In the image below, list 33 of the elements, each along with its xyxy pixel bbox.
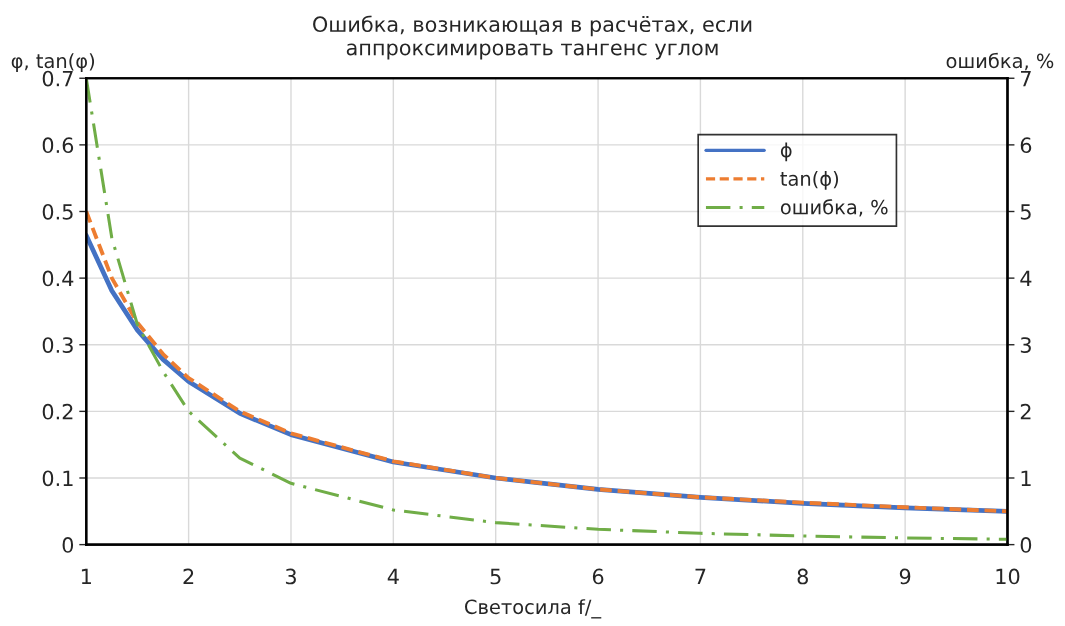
legend-label: ошибка, % (780, 199, 888, 217)
y-tick-label: 0.2 (42, 403, 73, 420)
y-tick-label: 0.3 (42, 337, 73, 353)
y2-tick-label: 1 (1021, 470, 1031, 486)
y2-tick-label: 0 (1020, 537, 1032, 553)
x-tick-label: 10 (996, 568, 1020, 585)
y2-tick-label: 2 (1020, 403, 1031, 420)
x-tick-label: 6 (592, 568, 604, 585)
y2-axis-title: ошибка, % (946, 52, 1054, 71)
x-tick-label: 9 (899, 568, 911, 585)
x-tick-label: 4 (387, 568, 399, 585)
chart-title: Ошибка, возникающая в расчётах, если аппроксимировать тангенс углом (313, 15, 752, 60)
y2-tick-label: 3 (1020, 337, 1031, 353)
x-tick-label: 7 (695, 568, 706, 585)
x-tick-label: 8 (797, 568, 808, 585)
y-tick-label: 0.6 (42, 137, 74, 154)
y2-tick-label: 5 (1020, 204, 1031, 220)
y-tick-label: 0.4 (42, 270, 74, 287)
y2-tick-label: 7 (1021, 70, 1031, 87)
y-tick-label: 0.1 (42, 470, 73, 487)
x-tick-label: 3 (285, 568, 296, 585)
legend-label: ϕ (780, 142, 792, 162)
x-axis-title: Светосила f/_ (464, 599, 602, 619)
x-tick-label: 5 (490, 568, 501, 585)
y-tick-label: 0.7 (42, 70, 73, 87)
y-tick-label: 0 (62, 537, 74, 553)
y2-tick-label: 4 (1020, 270, 1032, 287)
x-tick-label: 2 (183, 568, 194, 585)
y2-tick-label: 6 (1020, 137, 1032, 154)
y-tick-label: 0.5 (42, 203, 73, 220)
legend-label: tan(ϕ) (780, 170, 839, 190)
x-tick-label: 1 (81, 568, 91, 585)
y-axis-title: φ, tan(φ) (11, 53, 95, 72)
